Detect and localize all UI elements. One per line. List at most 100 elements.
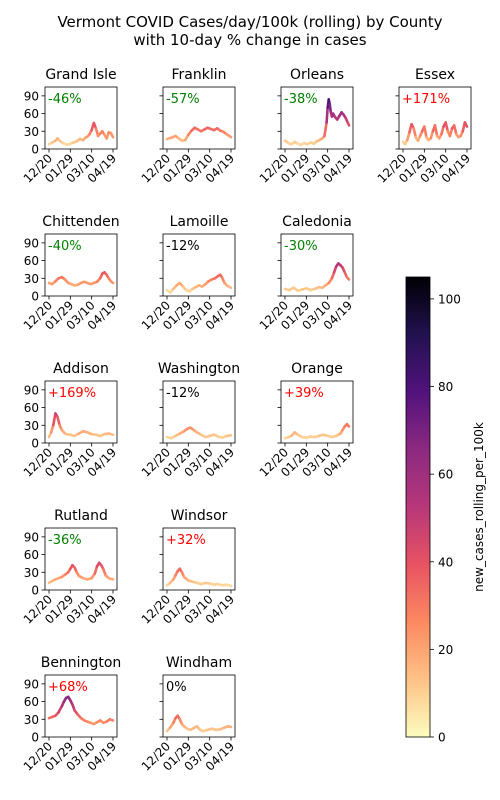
series-line (49, 563, 113, 583)
y-tick-label: 30 (24, 566, 39, 580)
y-tick-label: 30 (24, 272, 39, 286)
change-label: -30% (284, 239, 318, 254)
series-line (285, 264, 349, 291)
series-segment (424, 127, 426, 138)
y-tick-label: 0 (31, 143, 39, 157)
series-segment (227, 585, 231, 586)
change-label: +68% (48, 680, 88, 695)
colorbar-tick-label: 80 (438, 380, 453, 394)
panel-washington: Washington12/2001/2903/1004/19-12% (139, 361, 240, 480)
series-segment (414, 128, 416, 137)
panel-title: Rutland (54, 508, 108, 524)
series-segment (110, 719, 113, 720)
y-tick-label: 30 (24, 713, 39, 727)
series-segment (454, 125, 456, 134)
change-label: -40% (48, 239, 82, 254)
colorbar-tick-label: 20 (438, 643, 453, 657)
panel-title: Grand Isle (45, 67, 116, 83)
panel-windham: Windham12/2001/2903/1004/190% (139, 655, 237, 774)
series-segment (324, 122, 326, 136)
series-line (167, 275, 231, 293)
y-tick-label: 90 (24, 677, 39, 691)
change-label: +171% (402, 92, 450, 107)
panel-title: Franklin (171, 67, 226, 83)
change-label: -12% (166, 239, 200, 254)
series-line (167, 569, 231, 586)
panel-title: Washington (158, 361, 240, 377)
panel-essex: Essex12/2001/2903/1004/19+171% (375, 67, 473, 186)
change-label: -46% (48, 92, 82, 107)
y-tick-label: 60 (24, 548, 39, 562)
series-segment (348, 123, 349, 125)
series-segment (227, 134, 231, 137)
colorbar-tick-label: 0 (438, 731, 446, 745)
colorbar: 020406080100new_cases_rolling_per_100k (406, 277, 486, 745)
panel-title: Bennington (41, 655, 122, 671)
series-segment (228, 726, 231, 727)
series-line (167, 128, 231, 141)
change-label: -36% (48, 533, 82, 548)
panel-title: Orleans (290, 67, 344, 83)
series-segment (227, 435, 231, 436)
panel-title: Windham (166, 655, 232, 671)
panel-title: Windsor (171, 508, 228, 524)
panel-orleans: Orleans12/2001/2903/1004/19-38% (257, 67, 355, 186)
figure-title-line2: with 10-day % change in cases (133, 31, 366, 49)
panel-title: Chittenden (42, 214, 119, 230)
change-label: +32% (166, 533, 206, 548)
series-segment (435, 125, 437, 136)
series-line (285, 424, 349, 438)
y-tick-label: 0 (31, 437, 39, 451)
y-tick-label: 60 (24, 107, 39, 121)
series-line (167, 716, 231, 731)
y-tick-label: 60 (24, 695, 39, 709)
series-segment (347, 277, 349, 279)
panel-title: Addison (53, 361, 109, 377)
y-tick-label: 90 (24, 236, 39, 250)
change-label: -12% (166, 386, 200, 401)
series-segment (109, 578, 113, 579)
y-tick-label: 90 (24, 89, 39, 103)
series-segment (111, 133, 113, 137)
colorbar-gradient (406, 277, 430, 737)
change-label: +39% (284, 386, 324, 401)
change-label: -38% (284, 92, 318, 107)
series-segment (327, 108, 328, 123)
panel-chittenden: Chittenden030609012/2001/2903/1004/19-40… (21, 214, 120, 333)
series-line (49, 272, 113, 285)
series-line (49, 697, 113, 724)
series-line (49, 413, 113, 437)
y-tick-label: 0 (31, 584, 39, 598)
series-line (49, 123, 113, 145)
change-label: -57% (166, 92, 200, 107)
colorbar-tick-label: 60 (438, 468, 453, 482)
series-line (403, 122, 467, 144)
change-label: 0% (166, 680, 187, 695)
series-segment (229, 287, 231, 288)
y-tick-label: 30 (24, 419, 39, 433)
y-tick-label: 60 (24, 254, 39, 268)
colorbar-tick-label: 100 (438, 292, 461, 306)
y-tick-label: 60 (24, 401, 39, 415)
y-tick-label: 0 (31, 290, 39, 304)
panel-title: Essex (415, 67, 455, 83)
panel-title: Lamoille (170, 214, 229, 230)
series-segment (446, 122, 448, 131)
y-tick-label: 30 (24, 125, 39, 139)
panel-title: Orange (291, 361, 343, 377)
figure-title-line1: Vermont COVID Cases/day/100k (rolling) b… (57, 13, 442, 31)
panel-grand-isle: Grand Isle030609012/2001/2903/1004/19-46… (21, 67, 119, 186)
series-segment (347, 424, 349, 426)
panel-title: Caledonia (282, 214, 352, 230)
y-tick-label: 90 (24, 383, 39, 397)
y-tick-label: 0 (31, 731, 39, 745)
series-line (167, 428, 231, 439)
